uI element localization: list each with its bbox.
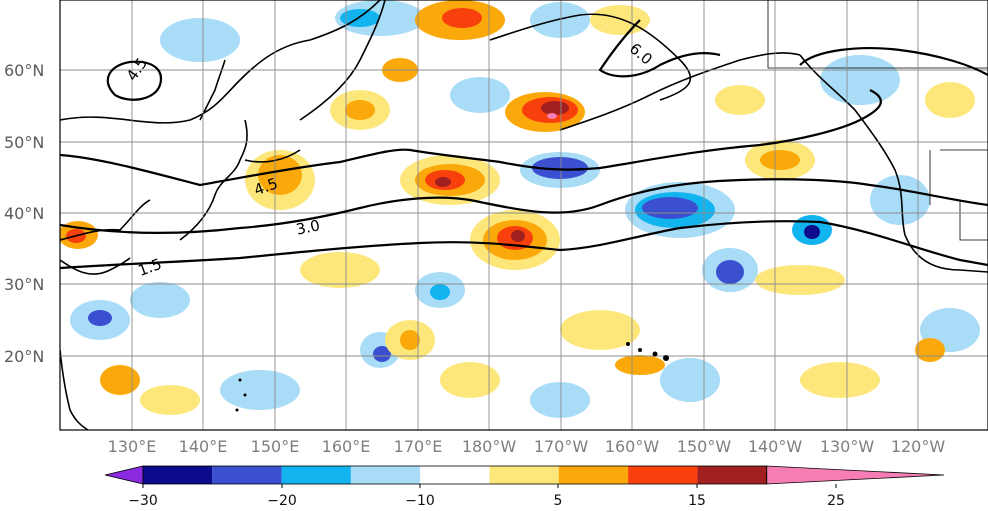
lon-label: 160°W	[605, 437, 660, 456]
colorbar-extend-min	[104, 465, 144, 485]
lat-label: 40°N	[4, 204, 44, 223]
lon-label: 170°E	[394, 437, 443, 456]
colorbar-frame	[142, 465, 768, 485]
colorbar-ticks	[142, 484, 837, 488]
graticule	[60, 0, 988, 430]
lon-label: 180°W	[462, 437, 517, 456]
latitude-labels: 60°N 50°N 40°N 30°N 20°N	[4, 61, 44, 366]
colorbar-swatch	[212, 466, 282, 484]
colorbar-tick-label: 15	[688, 493, 706, 509]
colorbar-swatch	[558, 466, 629, 484]
colorbar-extend-max	[766, 465, 945, 485]
lon-label: 130°E	[108, 437, 157, 456]
colorbar-swatch	[697, 466, 767, 484]
colorbar-swatch	[628, 466, 698, 484]
colorbar: −30 −20 −10 5 15 25	[104, 465, 945, 509]
colorbar-tick-label: −30	[128, 493, 158, 509]
lon-label: 130°W	[820, 437, 875, 456]
colorbar-tick-label: 25	[827, 493, 845, 509]
lat-label: 60°N	[4, 61, 44, 80]
lat-label: 50°N	[4, 133, 44, 152]
lon-label: 160°E	[322, 437, 371, 456]
map-frame	[59, 0, 988, 431]
colorbar-swatch	[420, 466, 490, 484]
contour-lines	[60, 19, 988, 270]
map-panel	[60, 0, 988, 430]
islands	[235, 342, 669, 412]
colorbar-tick-label: 5	[554, 493, 563, 509]
lon-label: 140°E	[179, 437, 228, 456]
contour-label: 3.0	[294, 216, 321, 239]
longitude-labels: 130°E 140°E 150°E 160°E 170°E 180°W 170°…	[108, 437, 946, 456]
lon-label: 170°W	[534, 437, 589, 456]
lat-label: 30°N	[4, 275, 44, 294]
colorbar-swatch	[143, 466, 213, 484]
colorbar-tick-label: −10	[405, 493, 435, 509]
lat-label: 20°N	[4, 347, 44, 366]
lon-label: 140°W	[748, 437, 803, 456]
colorbar-swatch	[350, 466, 421, 484]
lon-label: 150°W	[677, 437, 732, 456]
colorbar-tick-label: −20	[267, 493, 297, 509]
lon-label: 120°W	[891, 437, 946, 456]
colorbar-swatch	[281, 466, 351, 484]
lon-label: 150°E	[251, 437, 300, 456]
colorbar-swatch	[489, 466, 559, 484]
colorbar-swatches	[104, 465, 945, 485]
